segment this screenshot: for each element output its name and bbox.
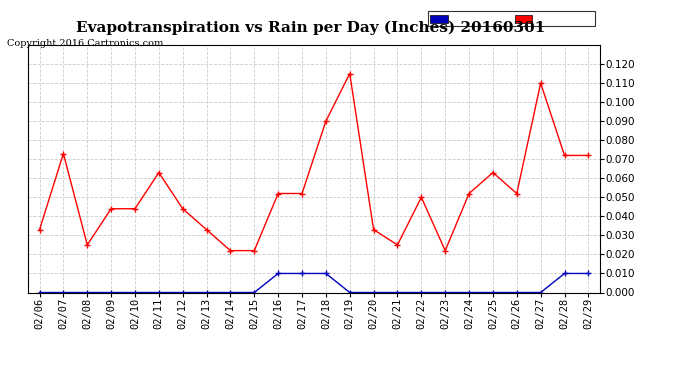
Text: Copyright 2016 Cartronics.com: Copyright 2016 Cartronics.com: [7, 39, 164, 48]
Text: Evapotranspiration vs Rain per Day (Inches) 20160301: Evapotranspiration vs Rain per Day (Inch…: [76, 21, 545, 35]
Legend: Rain (Inches), ET  (Inches): Rain (Inches), ET (Inches): [428, 12, 595, 26]
